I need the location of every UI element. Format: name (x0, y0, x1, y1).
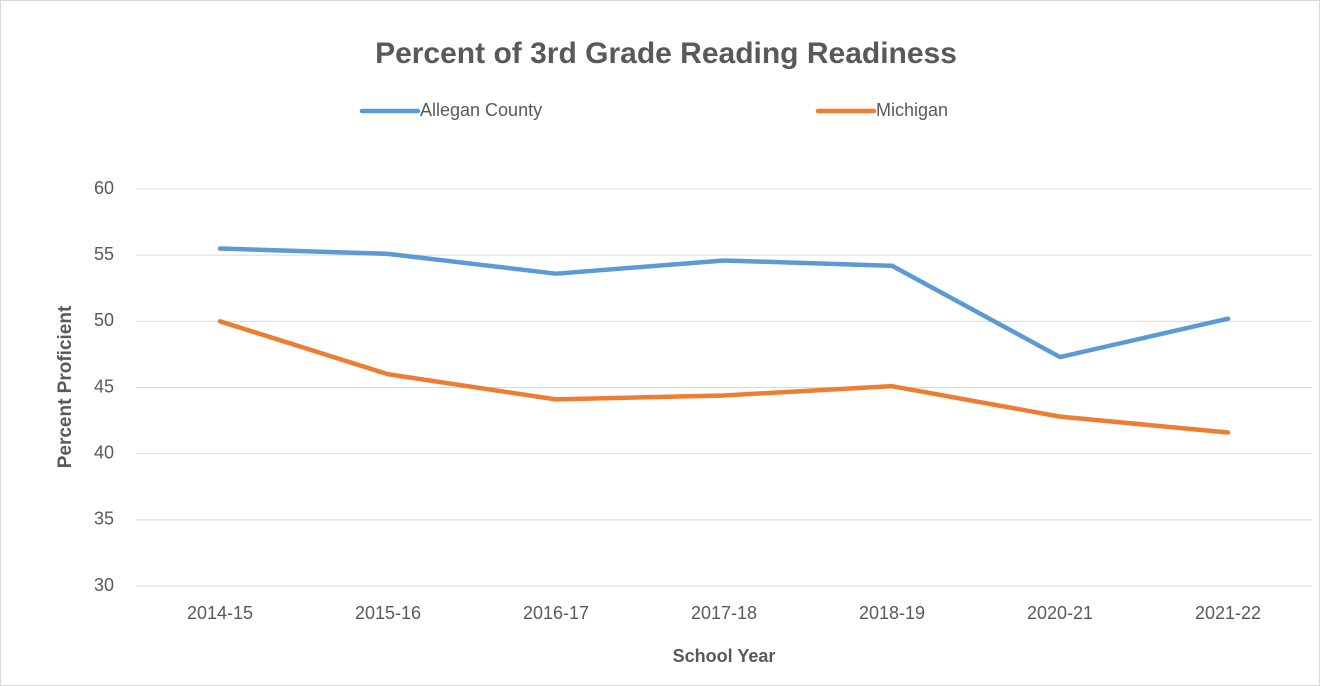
y-tick-label: 35 (94, 509, 114, 529)
x-tick-label: 2014-15 (187, 603, 253, 623)
y-tick-label: 55 (94, 244, 114, 264)
y-tick-label: 40 (94, 442, 114, 462)
x-tick-label: 2015-16 (355, 603, 421, 623)
y-tick-label: 30 (94, 575, 114, 595)
x-tick-label: 2020-21 (1027, 603, 1093, 623)
y-tick-label: 50 (94, 310, 114, 330)
line-series (217, 246, 1231, 360)
chart-title: Percent of 3rd Grade Reading Readiness (375, 37, 957, 70)
line-series (217, 319, 1231, 435)
x-tick-label: 2021-22 (1195, 603, 1261, 623)
y-tick-label: 60 (94, 178, 114, 198)
x-tick-label: 2018-19 (859, 603, 925, 623)
legend-label: Allegan County (420, 100, 542, 120)
y-tick-label: 45 (94, 376, 114, 396)
x-tick-label: 2016-17 (523, 603, 589, 623)
legend-label: Michigan (876, 100, 948, 120)
x-tick-label: 2017-18 (691, 603, 757, 623)
x-axis-title: School Year (673, 646, 776, 666)
y-axis-title: Percent Proficient (55, 305, 76, 468)
